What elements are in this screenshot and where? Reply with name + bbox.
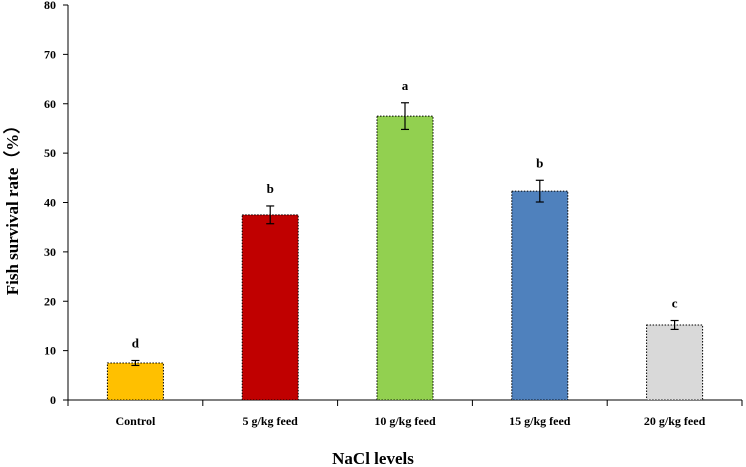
- bar-2: [241, 214, 299, 401]
- bars: d b a b c: [106, 78, 704, 401]
- x-tick-label: 5 g/kg feed: [243, 414, 299, 428]
- bar-5: [646, 324, 704, 401]
- x-axis-title: NaCl levels: [332, 449, 414, 467]
- x-axis: Control 5 g/kg feed 10 g/kg feed 15 g/kg fe…: [67, 399, 743, 428]
- y-tick-label: 70: [44, 47, 56, 61]
- significance-letter: a: [402, 78, 409, 93]
- x-tick-label: 15 g/kg feed: [509, 414, 571, 428]
- x-tick-label: 20 g/kg feed: [644, 414, 706, 428]
- x-tick-label: 10 g/kg feed: [374, 414, 436, 428]
- y-tick-label: 60: [44, 97, 56, 111]
- bar-3: [376, 115, 434, 401]
- x-tick-label: Control: [116, 414, 156, 428]
- y-tick-label: 40: [44, 196, 56, 210]
- significance-letter: b: [267, 181, 274, 196]
- significance-letter: b: [536, 155, 543, 170]
- y-tick-label: 10: [44, 344, 56, 358]
- y-axis-title: Fish survival rate（%）: [2, 117, 22, 296]
- y-tick-label: 30: [44, 245, 56, 259]
- y-tick-label: 20: [44, 294, 56, 308]
- bar-4: [511, 190, 569, 401]
- y-tick-label: 50: [44, 146, 56, 160]
- y-tick-label: 80: [44, 0, 56, 12]
- significance-letter: c: [672, 296, 678, 311]
- y-tick-label: 0: [50, 393, 56, 407]
- significance-letter: d: [132, 336, 140, 351]
- bar-1: [106, 362, 164, 401]
- y-axis: 0 10 20 30 40 50 60 70 80: [44, 0, 69, 407]
